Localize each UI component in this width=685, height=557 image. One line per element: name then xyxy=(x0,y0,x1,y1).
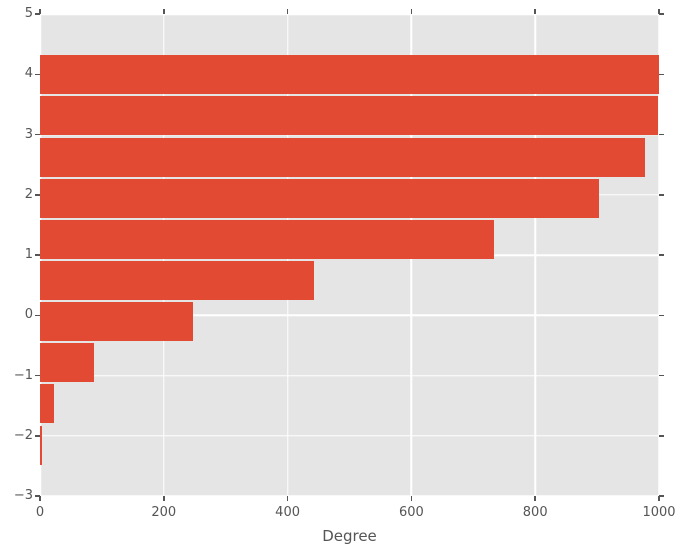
y-tick-mark-right xyxy=(659,314,664,316)
x-tick-mark-top xyxy=(534,9,536,14)
y-tick-mark-right xyxy=(659,133,664,136)
y-tick-mark-right xyxy=(659,194,664,196)
y-tick-mark-right xyxy=(659,495,664,497)
x-tick-mark xyxy=(286,496,289,501)
y-tick-mark-right xyxy=(659,374,664,377)
x-tick-mark xyxy=(534,496,536,501)
gridline-y-5 xyxy=(40,14,659,15)
bar xyxy=(40,260,315,300)
x-tick-mark-top xyxy=(163,9,165,14)
gridline-y--2 xyxy=(40,435,659,437)
bar xyxy=(40,55,659,95)
y-tick-label: 5 xyxy=(24,6,33,21)
bar xyxy=(40,302,193,342)
y-tick-label: −3 xyxy=(13,488,33,503)
bar xyxy=(40,137,645,177)
bar xyxy=(40,425,42,465)
x-axis-label: Degree xyxy=(322,527,377,545)
y-tick-mark xyxy=(35,374,40,377)
y-tick-label: 1 xyxy=(24,247,33,262)
x-tick-mark xyxy=(658,496,660,501)
x-tick-mark-top xyxy=(410,9,413,14)
y-tick-label: 2 xyxy=(24,186,33,202)
y-tick-label: −1 xyxy=(13,367,33,383)
x-tick-mark xyxy=(39,496,41,501)
y-tick-mark xyxy=(35,194,40,196)
y-tick-mark xyxy=(35,435,40,437)
gridline-y-0 xyxy=(40,314,659,316)
y-tick-label: 4 xyxy=(24,66,33,82)
y-tick-mark xyxy=(35,314,40,316)
y-tick-mark xyxy=(35,73,40,75)
y-tick-mark xyxy=(35,254,40,256)
y-tick-mark xyxy=(35,13,40,15)
y-tick-mark xyxy=(35,133,40,136)
y-tick-mark-right xyxy=(659,13,664,15)
x-tick-label: 800 xyxy=(522,505,548,520)
gridline-y--1 xyxy=(40,374,659,377)
y-tick-mark-right xyxy=(659,73,664,75)
x-tick-label: 0 xyxy=(35,505,45,520)
gridline-y--3 xyxy=(40,495,659,496)
x-tick-mark xyxy=(410,496,413,501)
x-tick-label: 1000 xyxy=(642,505,676,520)
y-tick-label: −2 xyxy=(13,427,33,443)
y-tick-label: 0 xyxy=(24,307,33,323)
bar xyxy=(40,343,94,383)
y-tick-mark-right xyxy=(659,254,664,256)
y-tick-mark xyxy=(35,495,40,497)
bar xyxy=(40,219,494,259)
x-tick-mark-top xyxy=(658,9,660,14)
x-tick-label: 600 xyxy=(398,505,424,520)
y-tick-mark-right xyxy=(659,435,664,437)
x-tick-label: 200 xyxy=(151,505,177,520)
x-tick-mark-top xyxy=(286,9,289,14)
x-tick-mark xyxy=(163,496,165,501)
bar xyxy=(40,96,658,136)
bar xyxy=(40,178,599,218)
x-tick-label: 400 xyxy=(275,505,301,520)
x-tick-mark-top xyxy=(39,9,41,14)
plot-area xyxy=(40,14,659,496)
y-tick-label: 3 xyxy=(24,126,33,142)
bar xyxy=(40,384,55,424)
